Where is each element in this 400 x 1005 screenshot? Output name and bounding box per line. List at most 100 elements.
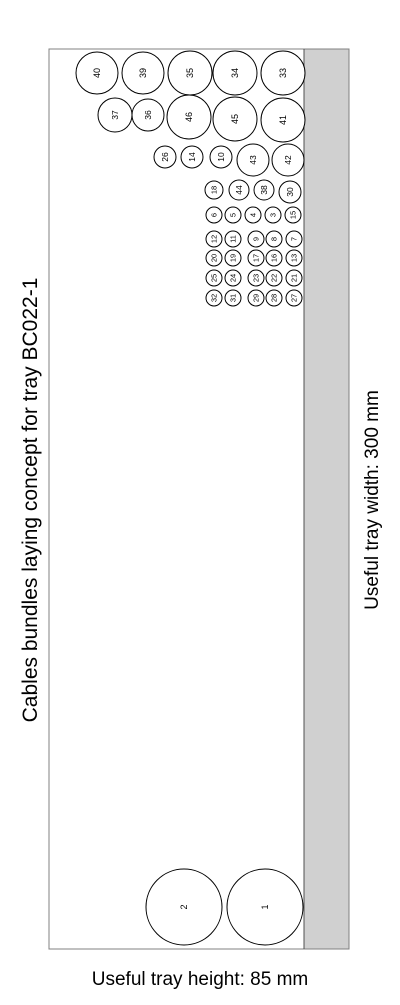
cable-bundle: 25 bbox=[205, 269, 223, 287]
cable-circle bbox=[180, 145, 204, 169]
cable-circle bbox=[247, 269, 265, 287]
cable-label: 25 bbox=[210, 274, 219, 282]
cable-circle bbox=[131, 98, 165, 132]
cable-circle bbox=[285, 249, 303, 267]
cable-circle bbox=[265, 289, 283, 307]
cable-circle bbox=[247, 230, 265, 248]
cable-circle bbox=[285, 289, 303, 307]
cable-bundle: 46 bbox=[166, 94, 212, 140]
cable-bundle: 20 bbox=[205, 249, 223, 267]
cable-label: 40 bbox=[92, 68, 102, 78]
cable-bundle: 11 bbox=[224, 230, 242, 248]
cable-circle bbox=[224, 269, 242, 287]
cable-circle bbox=[224, 230, 242, 248]
cable-circle bbox=[145, 868, 223, 946]
cable-label: 6 bbox=[210, 213, 219, 217]
cable-circle bbox=[271, 143, 305, 177]
cable-label: 15 bbox=[289, 211, 298, 219]
cable-label: 16 bbox=[270, 254, 279, 262]
cable-bundle: 6 bbox=[205, 206, 223, 224]
cable-label: 9 bbox=[252, 237, 261, 241]
cable-bundle: 19 bbox=[224, 249, 242, 267]
cable-bundle: 8 bbox=[265, 230, 283, 248]
cable-circle bbox=[205, 249, 223, 267]
cable-label: 26 bbox=[160, 152, 170, 162]
cable-label: 46 bbox=[184, 112, 194, 122]
cable-circle bbox=[204, 180, 224, 200]
cable-label: 27 bbox=[290, 294, 299, 302]
cable-label: 44 bbox=[234, 185, 244, 195]
cable-circle bbox=[205, 206, 223, 224]
cable-circle bbox=[209, 145, 233, 169]
cable-bundle: 30 bbox=[278, 180, 302, 204]
cable-bundle: 33 bbox=[260, 50, 306, 96]
cable-bundle: 13 bbox=[285, 249, 303, 267]
cable-label: 30 bbox=[285, 187, 295, 197]
cable-circle bbox=[121, 51, 165, 95]
cable-label: 3 bbox=[269, 213, 278, 217]
cable-circle bbox=[247, 249, 265, 267]
cable-bundle: 34 bbox=[212, 50, 258, 96]
cable-label: 21 bbox=[290, 274, 299, 282]
cable-circle bbox=[260, 50, 306, 96]
cable-bundle: 44 bbox=[228, 179, 250, 201]
cable-bundle: 31 bbox=[224, 289, 242, 307]
cable-circle bbox=[153, 145, 177, 169]
cable-bundle: 10 bbox=[209, 145, 233, 169]
cable-label: 38 bbox=[259, 185, 269, 195]
cable-bundle: 38 bbox=[253, 179, 275, 201]
cable-bundle: 32 bbox=[205, 289, 223, 307]
cable-bundle: 17 bbox=[247, 249, 265, 267]
tray-height-label: Useful tray height: 85 mm bbox=[92, 969, 308, 990]
cable-bundle: 4 bbox=[244, 206, 262, 224]
cable-circle bbox=[224, 206, 242, 224]
cable-circle bbox=[75, 51, 119, 95]
cable-label: 34 bbox=[230, 68, 240, 78]
cable-circle bbox=[212, 50, 258, 96]
cable-label: 10 bbox=[216, 152, 226, 162]
cable-circle bbox=[284, 206, 302, 224]
cable-circle bbox=[253, 179, 275, 201]
cable-label: 35 bbox=[185, 68, 195, 78]
cable-bundle: 28 bbox=[265, 289, 283, 307]
cable-circle bbox=[247, 289, 265, 307]
cable-bundle: 26 bbox=[153, 145, 177, 169]
cable-bundle: 29 bbox=[247, 289, 265, 307]
cable-circle bbox=[205, 230, 223, 248]
cable-circle bbox=[264, 206, 282, 224]
cable-label: 43 bbox=[248, 155, 258, 165]
cable-label: 13 bbox=[290, 254, 299, 262]
cable-circle bbox=[212, 96, 258, 142]
cable-label: 1 bbox=[260, 904, 270, 909]
cable-label: 2 bbox=[179, 904, 189, 909]
cable-bundle: 7 bbox=[285, 230, 303, 248]
cable-bundle: 12 bbox=[205, 230, 223, 248]
cable-circle bbox=[226, 868, 304, 946]
cable-circle bbox=[205, 289, 223, 307]
cable-bundle: 37 bbox=[97, 97, 133, 133]
cable-bundle: 5 bbox=[224, 206, 242, 224]
cable-label: 11 bbox=[229, 235, 238, 243]
cable-bundle: 27 bbox=[285, 289, 303, 307]
cable-bundle: 22 bbox=[265, 269, 283, 287]
cable-label: 42 bbox=[283, 155, 293, 165]
cable-circle bbox=[278, 180, 302, 204]
cable-label: 4 bbox=[249, 213, 258, 217]
diagram-title: Cables bundles laying concept for tray B… bbox=[19, 278, 42, 723]
cable-label: 5 bbox=[229, 213, 238, 217]
cable-bundle: 43 bbox=[236, 143, 270, 177]
cable-bundle: 42 bbox=[271, 143, 305, 177]
cable-circle bbox=[224, 289, 242, 307]
cable-label: 14 bbox=[187, 152, 197, 162]
cable-label: 18 bbox=[210, 186, 219, 194]
cable-label: 32 bbox=[210, 294, 219, 302]
cable-circle bbox=[285, 269, 303, 287]
cable-circle bbox=[265, 249, 283, 267]
cable-bundle: 3 bbox=[264, 206, 282, 224]
cable-label: 33 bbox=[278, 68, 288, 78]
cable-bundle: 1 bbox=[226, 868, 304, 946]
cable-label: 39 bbox=[138, 68, 148, 78]
cable-bundle: 14 bbox=[180, 145, 204, 169]
